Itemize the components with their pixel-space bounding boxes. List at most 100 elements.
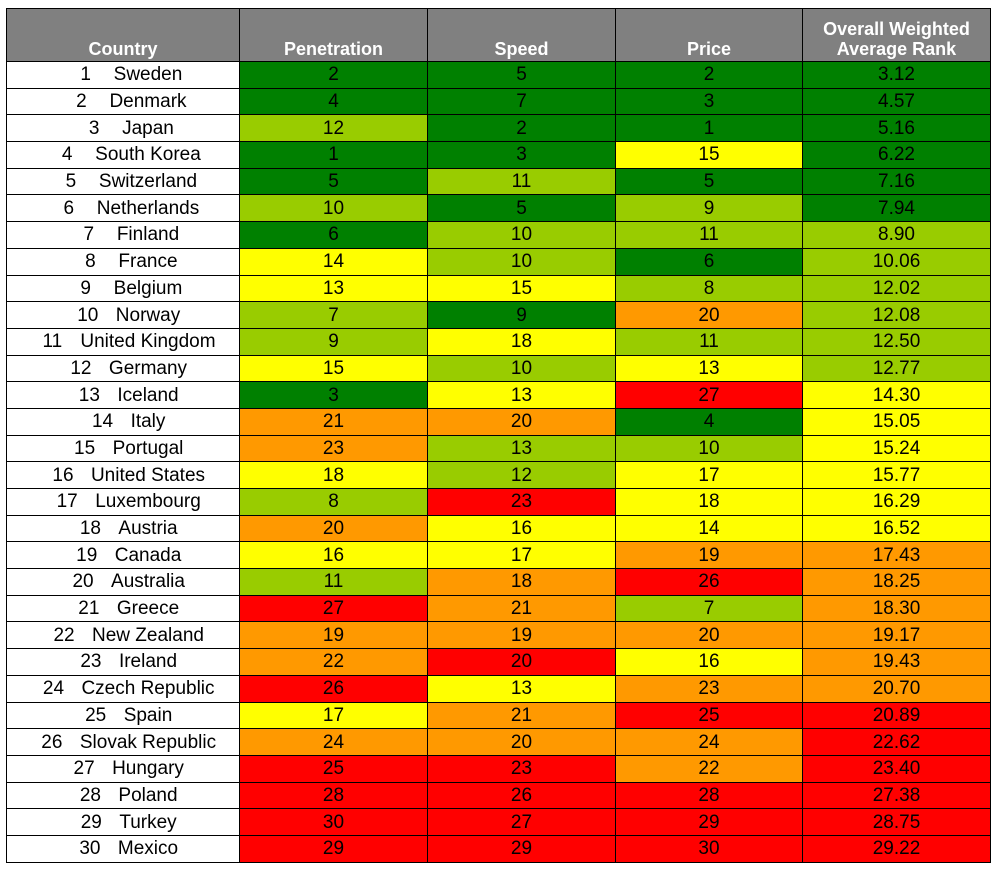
overall-cell: 28.75 [802, 808, 991, 836]
penetration-cell: 14 [239, 247, 428, 276]
table-row: 2 Denmark 4 7 3 4.57 [6, 87, 991, 116]
table-row: 1 Sweden 2 5 2 3.12 [6, 61, 991, 89]
penetration-cell: 30 [239, 808, 428, 836]
country-name: Austria [118, 518, 178, 540]
overall-cell: 29.22 [802, 834, 991, 863]
country-cell: 11 United Kingdom [6, 327, 240, 356]
rank-number: 6 [63, 197, 75, 219]
price-cell: 20 [615, 621, 803, 650]
rank-number: 4 [61, 144, 73, 166]
rank-number: 19 [76, 544, 98, 566]
table-row: 29 Turkey 30 27 29 28.75 [6, 808, 991, 836]
country-name: France [118, 251, 178, 273]
country-cell: 6 Netherlands [6, 194, 240, 223]
speed-cell: 19 [427, 621, 616, 650]
overall-cell: 19.17 [802, 621, 991, 650]
penetration-cell: 1 [239, 141, 428, 169]
penetration-cell: 26 [239, 674, 428, 703]
rank-number: 7 [83, 224, 95, 246]
penetration-cell: 2 [239, 61, 428, 89]
rank-number: 9 [80, 277, 91, 299]
rank-number: 29 [80, 811, 102, 833]
rank-number: 14 [91, 411, 114, 433]
table-row: 20 Australia 11 18 26 18.25 [6, 568, 991, 596]
country-cell: 10 Norway [6, 301, 240, 329]
rank-number: 24 [42, 678, 65, 700]
header-penetration: Penetration [239, 8, 428, 62]
speed-cell: 18 [427, 327, 616, 356]
header-overall-line2: Average Rank [836, 39, 957, 59]
price-cell: 11 [615, 327, 803, 356]
table-row: 12 Germany 15 10 13 12.77 [6, 354, 991, 383]
header-speed: Speed [427, 8, 616, 62]
table-row: 18 Austria 20 16 14 16.52 [6, 514, 991, 543]
price-cell: 26 [615, 568, 803, 596]
table-row: 23 Ireland 22 20 16 19.43 [6, 648, 991, 676]
rank-number: 16 [52, 464, 74, 486]
price-cell: 4 [615, 407, 803, 436]
price-cell: 13 [615, 354, 803, 383]
country-name: Iceland [117, 384, 179, 406]
penetration-cell: 29 [239, 834, 428, 863]
penetration-cell: 8 [239, 488, 428, 516]
price-cell: 17 [615, 461, 803, 489]
penetration-cell: 27 [239, 594, 428, 623]
country-cell: 28 Poland [6, 781, 240, 810]
penetration-cell: 15 [239, 354, 428, 383]
price-cell: 22 [615, 754, 803, 783]
country-name: Belgium [113, 277, 183, 299]
country-name: Turkey [119, 811, 177, 833]
rank-number: 13 [78, 384, 100, 406]
header-overall-line1: Overall Weighted [823, 19, 970, 39]
overall-cell: 7.94 [802, 194, 991, 223]
country-name: Australia [111, 571, 185, 593]
speed-cell: 9 [427, 301, 616, 329]
overall-cell: 12.02 [802, 274, 991, 303]
price-cell: 19 [615, 541, 803, 570]
speed-cell: 10 [427, 247, 616, 276]
country-cell: 30 Mexico [6, 834, 240, 863]
table-row: 7 Finland 6 10 11 8.90 [6, 221, 991, 249]
speed-cell: 17 [427, 541, 616, 570]
overall-cell: 20.89 [802, 701, 991, 730]
speed-cell: 23 [427, 754, 616, 783]
rank-number: 21 [78, 598, 100, 620]
country-name: New Zealand [92, 624, 204, 646]
table-row: 9 Belgium 13 15 8 12.02 [6, 274, 991, 303]
price-cell: 29 [615, 808, 803, 836]
overall-cell: 5.16 [802, 114, 991, 143]
rank-number: 11 [42, 331, 63, 353]
country-cell: 18 Austria [6, 514, 240, 543]
country-cell: 17 Luxembourg [6, 488, 240, 516]
country-cell: 19 Canada [6, 541, 240, 570]
table-row: 24 Czech Republic 26 13 23 20.70 [6, 674, 991, 703]
overall-cell: 15.05 [802, 407, 991, 436]
penetration-cell: 20 [239, 514, 428, 543]
price-cell: 25 [615, 701, 803, 730]
country-name: Ireland [118, 651, 178, 673]
country-name: Denmark [109, 91, 187, 113]
penetration-cell: 18 [239, 461, 428, 489]
penetration-cell: 10 [239, 194, 428, 223]
overall-cell: 18.30 [802, 594, 991, 623]
rank-number: 1 [80, 64, 91, 86]
speed-cell: 3 [427, 141, 616, 169]
country-cell: 22 New Zealand [6, 621, 240, 650]
table-row: 15 Portugal 23 13 10 15.24 [6, 434, 991, 463]
country-cell: 21 Greece [6, 594, 240, 623]
overall-cell: 16.52 [802, 514, 991, 543]
speed-cell: 2 [427, 114, 616, 143]
price-cell: 5 [615, 167, 803, 196]
rank-number: 5 [65, 171, 77, 193]
country-cell: 3 Japan [6, 114, 240, 143]
overall-cell: 17.43 [802, 541, 991, 570]
country-name: Poland [118, 784, 178, 806]
country-cell: 16 United States [6, 461, 240, 489]
speed-cell: 13 [427, 434, 616, 463]
rank-number: 12 [70, 357, 92, 379]
speed-cell: 15 [427, 274, 616, 303]
price-cell: 11 [615, 221, 803, 249]
penetration-cell: 17 [239, 701, 428, 730]
overall-cell: 18.25 [802, 568, 991, 596]
country-cell: 25 Spain [6, 701, 240, 730]
